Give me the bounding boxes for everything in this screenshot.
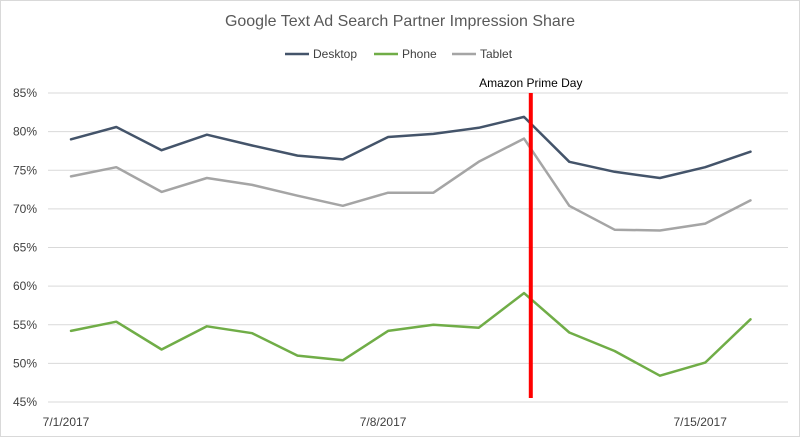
y-tick-label: 65% (13, 241, 37, 255)
y-tick-label: 45% (13, 395, 37, 409)
legend-label-tablet: Tablet (480, 47, 513, 61)
annotation: Amazon Prime Day (479, 76, 582, 398)
y-axis: 85% 80% 75% 70% 65% 60% 55% 50% 45% (13, 86, 37, 409)
series-line-desktop (69, 115, 752, 180)
legend-label-phone: Phone (402, 47, 437, 61)
x-tick-label: 7/1/2017 (43, 415, 90, 429)
legend-label-desktop: Desktop (313, 47, 357, 61)
x-tick-label: 7/15/2017 (674, 415, 728, 429)
y-tick-label: 80% (13, 125, 37, 139)
chart-title: Google Text Ad Search Partner Impression… (225, 13, 575, 30)
y-tick-label: 50% (13, 356, 37, 370)
y-tick-label: 70% (13, 202, 37, 216)
x-tick-label: 7/8/2017 (360, 415, 407, 429)
y-tick-label: 75% (13, 163, 37, 177)
series-line-tablet (69, 137, 752, 232)
y-tick-label: 55% (13, 318, 37, 332)
gridlines (48, 92, 788, 403)
y-tick-label: 60% (13, 279, 37, 293)
series-lines (69, 115, 752, 377)
annotation-label: Amazon Prime Day (479, 76, 582, 90)
y-tick-label: 85% (13, 86, 37, 100)
series-line-phone (69, 291, 752, 377)
x-axis: 7/1/2017 7/8/2017 7/15/2017 (43, 415, 728, 429)
legend: Desktop Phone Tablet (285, 47, 513, 61)
